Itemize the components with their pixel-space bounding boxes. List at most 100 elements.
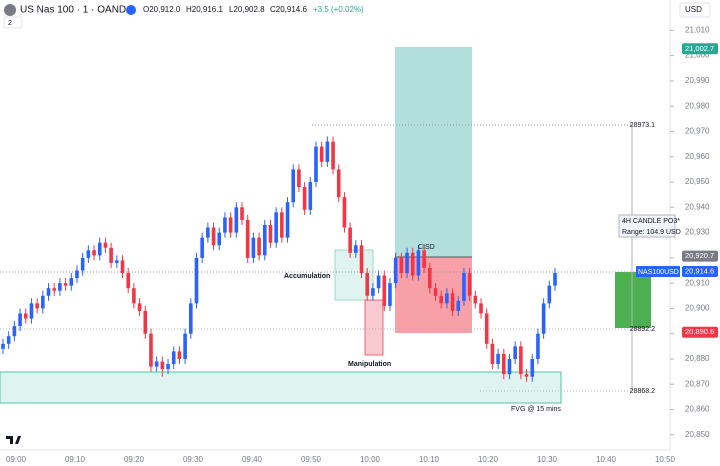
annotation: 28973.1 xyxy=(630,122,655,129)
candle-body xyxy=(115,260,119,263)
indicator-toggle[interactable] xyxy=(3,16,23,29)
candle-body xyxy=(160,361,165,370)
candle-body xyxy=(194,257,199,304)
candle-body xyxy=(348,227,352,253)
annotation: 28892.2 xyxy=(630,326,655,333)
candle-body xyxy=(467,273,472,296)
candle-body xyxy=(52,288,57,291)
candle-body xyxy=(149,333,153,367)
y-tick-label: 20,970 xyxy=(685,127,710,136)
symbol: US Nas 100 · 1 · OANDA xyxy=(20,5,133,16)
candle-body xyxy=(69,278,74,286)
y-tick-label: 20,940 xyxy=(685,202,710,211)
candle-body xyxy=(490,343,495,365)
candle-body xyxy=(501,353,506,375)
candle-body xyxy=(388,283,392,306)
candle-body xyxy=(257,237,261,256)
y-tick-label: 20,860 xyxy=(685,405,710,414)
candle-body xyxy=(171,351,176,365)
x-tick-label: 10:30 xyxy=(537,455,558,464)
candle-body xyxy=(354,245,358,253)
candle-body xyxy=(211,227,216,246)
candle-body xyxy=(331,141,335,170)
candle-body xyxy=(63,283,68,286)
annotation: Manipulation xyxy=(348,361,391,368)
candle-body xyxy=(484,313,489,344)
x-tick-label: 10:00 xyxy=(360,455,381,464)
candle-body xyxy=(6,336,11,344)
candle-body xyxy=(137,303,142,311)
indicator-count: 2 xyxy=(8,20,12,27)
candle-body xyxy=(103,242,108,248)
candle-body xyxy=(268,225,273,243)
candle-body xyxy=(132,288,136,304)
candle-body xyxy=(223,217,227,233)
symbol-icon xyxy=(4,4,16,16)
candle-body xyxy=(445,293,449,304)
candle-body xyxy=(109,247,113,263)
candle-body xyxy=(422,250,426,268)
candle-body xyxy=(183,333,187,359)
candle-body xyxy=(240,207,244,220)
range-box xyxy=(618,214,676,238)
candle-body xyxy=(371,288,375,296)
candle-body xyxy=(41,295,45,309)
price-tag-label: 21,002.7 xyxy=(685,44,714,53)
candle-body xyxy=(297,169,301,188)
ohlc-high: H20,916.1 xyxy=(186,5,223,14)
candle-body xyxy=(433,288,438,296)
x-tick-label: 09:10 xyxy=(65,455,86,464)
candle-body xyxy=(325,141,330,162)
candle-body xyxy=(336,169,341,198)
candle-body xyxy=(513,346,517,359)
htf-candle xyxy=(615,272,651,328)
candle-body xyxy=(46,288,51,296)
manipulation-box xyxy=(364,299,384,356)
x-tick-label: 09:00 xyxy=(6,455,27,464)
candle-body xyxy=(217,232,222,246)
candle-body xyxy=(428,267,432,289)
price-tag-label: 20,920.7 xyxy=(685,251,714,260)
candle-body xyxy=(410,252,415,276)
candle-body xyxy=(524,374,529,377)
candle-body xyxy=(547,285,552,304)
candle-body xyxy=(450,293,455,311)
candle-body xyxy=(177,351,182,359)
candle-body xyxy=(12,326,17,337)
candle-body xyxy=(553,273,557,286)
candle-body xyxy=(519,346,523,375)
candle-body xyxy=(473,295,478,304)
candle-body xyxy=(29,303,34,319)
currency-button[interactable] xyxy=(679,2,711,18)
candle-body xyxy=(530,358,535,377)
candle-body xyxy=(18,313,22,327)
price-tag xyxy=(682,250,718,262)
candle-body xyxy=(245,219,250,258)
candle-body xyxy=(462,273,466,301)
candle-body xyxy=(35,303,39,309)
candle-body xyxy=(154,361,159,367)
status-icon xyxy=(126,5,136,15)
candle-body xyxy=(479,303,483,314)
annotation: NAS100USD xyxy=(638,269,679,276)
candle-body xyxy=(382,275,387,306)
annotation: Accumulation xyxy=(284,273,330,280)
candle-body xyxy=(188,303,193,334)
x-tick-label: 10:50 xyxy=(655,455,676,464)
candle-body xyxy=(439,295,443,304)
candle-body xyxy=(206,227,210,238)
candle-body xyxy=(496,353,500,365)
y-tick-label: 20,870 xyxy=(685,379,710,388)
candle-body xyxy=(23,313,28,319)
annotation: CISD xyxy=(418,244,435,251)
y-tick-label: 20,980 xyxy=(685,101,710,110)
price-tag xyxy=(682,43,718,55)
symbol-tag xyxy=(636,266,680,277)
candle-body xyxy=(1,343,5,349)
candle-body xyxy=(399,257,404,274)
annotation: Range: 104.9 USD xyxy=(622,229,681,236)
ohlc-close: C20,914.6 xyxy=(270,5,307,14)
y-tick-label: 20,910 xyxy=(685,278,710,287)
y-tick-label: 20,900 xyxy=(685,304,710,313)
candle-body xyxy=(342,197,347,228)
